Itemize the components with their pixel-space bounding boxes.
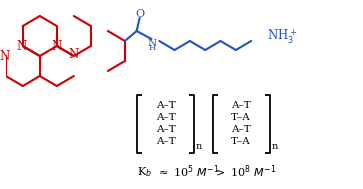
Text: $\approx$ 10$^5$ $M^{-1}$: $\approx$ 10$^5$ $M^{-1}$ bbox=[156, 164, 219, 180]
Text: A–T: A–T bbox=[156, 112, 175, 122]
Text: A–T: A–T bbox=[156, 101, 175, 109]
Text: A–T: A–T bbox=[156, 136, 175, 146]
Text: A–T: A–T bbox=[231, 125, 251, 133]
Text: T–A: T–A bbox=[231, 112, 251, 122]
Text: K$_b$: K$_b$ bbox=[137, 165, 152, 179]
Text: N: N bbox=[69, 49, 79, 61]
Text: N: N bbox=[17, 40, 27, 53]
Text: H: H bbox=[149, 44, 156, 52]
Text: NH$_3^+$: NH$_3^+$ bbox=[267, 28, 297, 46]
Text: $>$ 10$^8$ $M^{-1}$: $>$ 10$^8$ $M^{-1}$ bbox=[213, 164, 276, 180]
Text: N: N bbox=[148, 39, 157, 47]
Text: A–T: A–T bbox=[231, 101, 251, 109]
Text: A–T: A–T bbox=[156, 125, 175, 133]
Text: N: N bbox=[52, 40, 62, 53]
Text: n: n bbox=[272, 142, 278, 151]
Text: O: O bbox=[135, 9, 144, 19]
Text: n: n bbox=[196, 142, 202, 151]
Text: T–A: T–A bbox=[231, 136, 251, 146]
Text: N: N bbox=[0, 50, 10, 63]
